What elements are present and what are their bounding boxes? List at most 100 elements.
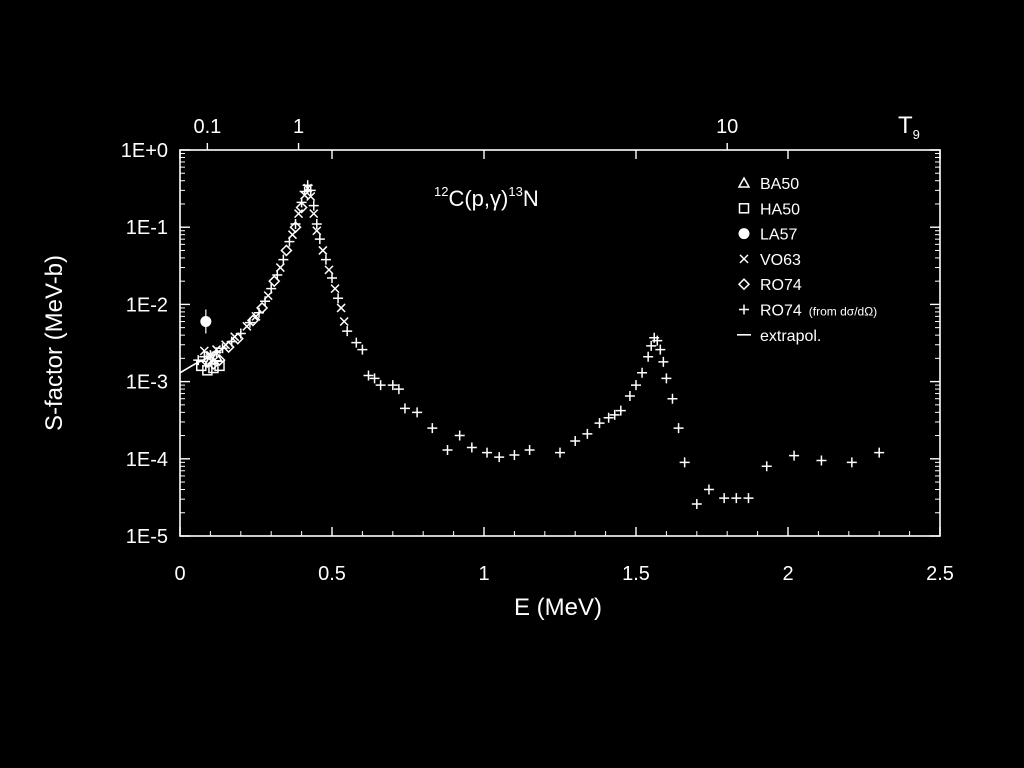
- legend-marker-diamond: [737, 278, 751, 291]
- series-triangle: [204, 350, 223, 365]
- data-point-plus: [375, 380, 386, 391]
- legend-label: extrapol.: [760, 328, 821, 345]
- series-diamond: [201, 201, 308, 370]
- data-point-plus: [661, 373, 672, 384]
- data-point-plus: [357, 344, 368, 355]
- data-point-plus: [789, 450, 800, 461]
- title-post: 13: [508, 184, 522, 199]
- data-point-plus: [609, 409, 620, 420]
- data-point-x: [336, 303, 346, 313]
- data-point-plus: [655, 344, 666, 355]
- data-point-x: [309, 209, 319, 219]
- data-point-plus: [509, 450, 520, 460]
- data-point-dot: [200, 316, 212, 328]
- legend-marker-dot: [738, 228, 750, 240]
- legend-label: VO63: [760, 252, 801, 269]
- data-point-x: [303, 183, 313, 193]
- data-point-x: [263, 291, 273, 301]
- data-point-plus: [442, 445, 453, 456]
- y-tick-label: 1E-1: [126, 217, 168, 239]
- x-tick-label: 1: [478, 563, 489, 585]
- data-point-plus: [874, 447, 885, 458]
- legend-label: BA50: [760, 176, 799, 193]
- y-tick-label: 1E-3: [126, 372, 168, 394]
- series-line: [179, 346, 227, 374]
- legend-marker-plus: [739, 304, 749, 315]
- top-tick-label: 10: [716, 116, 738, 138]
- y-axis-label: S-factor (MeV-b): [41, 255, 68, 431]
- top-tick-label: 1: [293, 116, 304, 138]
- data-point-x: [251, 311, 261, 321]
- data-point-plus: [427, 423, 438, 434]
- legend-label: LA57: [760, 227, 797, 244]
- data-point-plus: [646, 340, 657, 351]
- data-point-plus: [311, 219, 322, 230]
- x-axis-ticks: 0 0.5 1 1.5 2 2.5: [174, 150, 954, 585]
- x-tick-label: 2: [782, 563, 793, 585]
- x-tick-label: 2.5: [926, 563, 954, 585]
- data-point-diamond: [280, 244, 293, 257]
- data-point-plus: [494, 452, 505, 463]
- top-tick-label: 0.1: [193, 116, 221, 138]
- data-point-plus: [637, 367, 648, 378]
- data-point-plus: [524, 445, 535, 456]
- series-x: [199, 183, 349, 360]
- y-tick-label: 1E-2: [126, 294, 168, 316]
- extrapol-line: [179, 346, 227, 374]
- data-point-plus: [816, 455, 827, 466]
- top-axis-label-sub: 9: [913, 127, 920, 142]
- data-point-diamond: [222, 341, 235, 354]
- data-point-diamond: [289, 221, 302, 234]
- data-point-triangle: [210, 350, 223, 362]
- y-tick-label: 1E-5: [126, 526, 168, 548]
- data-point-plus: [454, 430, 465, 441]
- data-point-x: [211, 345, 222, 355]
- plot-frame: [179, 149, 941, 537]
- data-point-x: [324, 265, 334, 275]
- x-axis-label: E (MeV): [514, 594, 602, 621]
- data-point-plus: [691, 498, 702, 509]
- data-point-x: [199, 346, 209, 356]
- data-point-plus: [652, 335, 663, 346]
- data-point-x: [275, 263, 285, 273]
- data-point-plus: [320, 254, 331, 265]
- data-point-plus: [658, 356, 669, 367]
- data-point-plus: [582, 428, 593, 439]
- data-point-x: [318, 245, 328, 255]
- data-point-plus: [363, 370, 374, 381]
- data-point-plus: [761, 461, 772, 472]
- data-point-plus: [351, 337, 362, 348]
- data-point-plus: [387, 380, 398, 391]
- data-point-plus: [412, 407, 423, 418]
- data-point-plus: [369, 373, 380, 384]
- data-point-plus: [393, 384, 404, 395]
- data-point-diamond: [256, 301, 269, 314]
- data-point-x: [294, 209, 304, 219]
- legend-marker-x: [739, 254, 749, 264]
- data-point-plus: [482, 447, 493, 458]
- data-point-x: [306, 191, 316, 202]
- data-point-plus: [555, 447, 565, 458]
- data-point-plus: [603, 412, 614, 423]
- data-point-plus: [624, 391, 635, 402]
- data-point-plus: [342, 326, 353, 337]
- data-point-plus: [631, 380, 641, 391]
- data-point-plus: [615, 405, 626, 416]
- y-axis-ticks: 1E+0 1E-1 1E-2 1E-3 1E-4 1E-5: [121, 140, 940, 548]
- legend: BA50 HA50 LA57 VO63 RO74 RO74 (from dσ/dΩ) extr…: [737, 176, 877, 345]
- chart-title: 12C(p,γ)13N: [434, 184, 539, 211]
- data-point-plus: [327, 272, 337, 283]
- data-point-diamond: [231, 332, 244, 345]
- data-point-plus: [399, 403, 410, 414]
- data-point-plus: [667, 393, 678, 404]
- data-point-plus: [643, 351, 654, 362]
- data-point-square: [202, 365, 213, 376]
- data-point-plus: [703, 484, 714, 495]
- x-tick-label: 0.5: [318, 563, 346, 585]
- legend-label: RO74 (from dσ/dΩ): [760, 303, 877, 320]
- data-point-plus: [290, 219, 301, 230]
- data-point-diamond: [246, 314, 260, 327]
- data-point-x: [312, 226, 322, 236]
- x-tick-label: 1.5: [622, 563, 650, 585]
